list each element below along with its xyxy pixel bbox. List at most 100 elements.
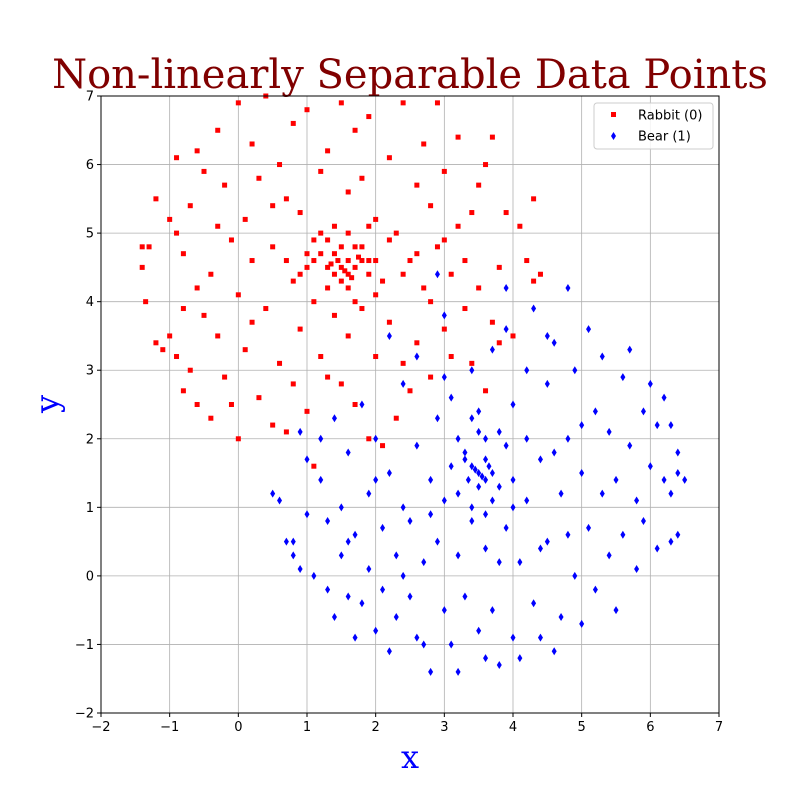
bear-point	[606, 427, 612, 436]
bear-point	[270, 489, 276, 498]
bear-point	[441, 496, 447, 505]
legend-bear-label: Bear (1)	[638, 130, 691, 145]
rabbit-point	[400, 360, 406, 366]
rabbit-point	[270, 422, 276, 428]
bear-point	[483, 654, 489, 663]
bear-point	[373, 475, 379, 484]
rabbit-point	[187, 203, 193, 209]
bear-point	[668, 489, 674, 498]
bear-point	[558, 489, 564, 498]
rabbit-point	[228, 402, 234, 407]
rabbit-point	[373, 258, 379, 264]
bear-point	[434, 270, 440, 279]
bear-point	[434, 537, 440, 546]
rabbit-point	[174, 354, 180, 360]
bear-point	[565, 434, 571, 443]
rabbit-point	[366, 271, 372, 277]
rabbit-point	[373, 354, 379, 360]
bear-point	[469, 503, 475, 512]
bear-point	[483, 455, 489, 464]
rabbit-point	[297, 271, 303, 277]
rabbit-point	[304, 107, 310, 113]
rabbit-point	[448, 354, 454, 360]
rabbit-point	[434, 100, 440, 106]
bear-point	[400, 571, 406, 580]
rabbit-point	[441, 237, 447, 243]
bear-point	[400, 503, 406, 512]
bear-point	[627, 345, 633, 354]
bear-point	[441, 311, 447, 320]
rabbit-point	[338, 244, 344, 250]
x-tick-label: 3	[440, 720, 448, 735]
bear-point	[654, 544, 660, 553]
bear-point	[462, 448, 468, 457]
rabbit-point	[469, 360, 475, 366]
rabbit-point	[476, 182, 482, 188]
rabbit-point	[215, 333, 221, 339]
rabbit-point	[338, 278, 344, 284]
bear-point	[414, 441, 420, 450]
bear-point	[503, 441, 509, 450]
x-tick-label: 0	[234, 720, 242, 735]
rabbit-point	[235, 100, 241, 106]
bear-point	[483, 510, 489, 519]
bear-point	[338, 503, 344, 512]
bear-point	[359, 400, 365, 409]
bear-point	[668, 537, 674, 546]
bear-point	[537, 633, 543, 642]
rabbit-point	[517, 223, 523, 229]
bear-point	[428, 475, 434, 484]
bear-point	[496, 661, 502, 670]
rabbit-point	[448, 271, 454, 277]
rabbit-point	[503, 210, 509, 216]
rabbit-point	[325, 285, 331, 291]
bear-point	[476, 469, 482, 478]
rabbit-point	[235, 436, 241, 442]
rabbit-point	[331, 312, 337, 318]
bear-point	[373, 434, 379, 443]
legend-rabbit-marker	[611, 112, 616, 117]
rabbit-point	[318, 251, 324, 257]
bear-point	[428, 667, 434, 676]
rabbit-point	[400, 271, 406, 277]
rabbit-point	[222, 182, 228, 188]
x-tick-label: 2	[372, 720, 380, 735]
bear-point	[640, 407, 646, 416]
rabbit-point	[249, 141, 255, 147]
rabbit-point	[270, 244, 276, 250]
bear-point	[318, 434, 324, 443]
legend-box	[593, 102, 714, 150]
bear-point	[345, 537, 351, 546]
bear-point	[386, 647, 392, 656]
rabbit-point	[349, 275, 355, 281]
bear-point	[634, 565, 640, 574]
rabbit-point	[208, 415, 214, 421]
rabbit-point	[242, 347, 248, 353]
rabbit-point	[222, 374, 228, 380]
rabbit-point	[352, 127, 358, 133]
rabbit-point	[496, 340, 502, 346]
bear-point	[434, 414, 440, 423]
rabbit-point	[215, 127, 221, 133]
rabbit-point	[297, 210, 303, 216]
rabbit-point	[366, 223, 372, 229]
rabbit-point	[325, 374, 331, 380]
bear-point	[297, 427, 303, 436]
rabbit-point	[194, 285, 200, 291]
bear-point	[517, 654, 523, 663]
rabbit-point	[174, 230, 180, 236]
rabbit-point	[428, 374, 434, 380]
bear-point	[469, 366, 475, 375]
rabbit-point	[235, 292, 241, 298]
rabbit-point	[531, 196, 537, 202]
rabbit-point	[342, 268, 348, 274]
bear-point	[496, 558, 502, 567]
bear-point	[448, 640, 454, 649]
rabbit-point	[345, 271, 351, 277]
y-tick-label: 2	[86, 432, 94, 447]
rabbit-point	[345, 258, 351, 264]
bear-point	[531, 599, 537, 608]
bear-point	[489, 496, 495, 505]
rabbit-point	[359, 244, 365, 250]
